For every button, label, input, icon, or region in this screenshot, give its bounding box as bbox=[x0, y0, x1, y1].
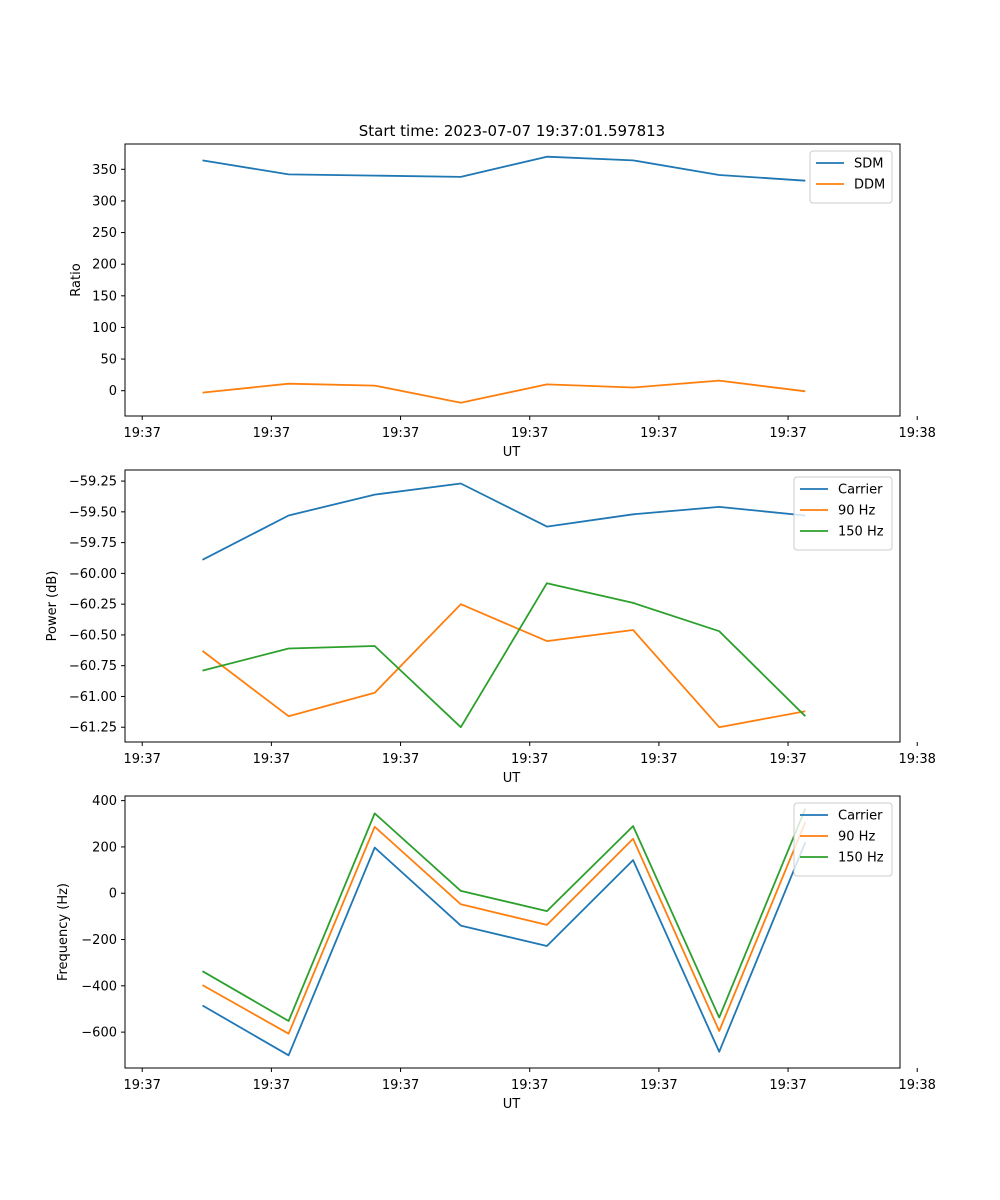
y-tick-label: 250 bbox=[92, 226, 117, 241]
legend-label: Carrier bbox=[838, 809, 883, 824]
x-tick-label: 19:37 bbox=[382, 426, 419, 441]
y-tick-label: 150 bbox=[92, 289, 117, 304]
chart-panel-1: 19:37 19:37 19:37 19:37 19:37 19:37 19:38 0 50 10… bbox=[69, 143, 936, 460]
legend-label: DDM bbox=[854, 178, 885, 193]
y-axis-label: Frequency (Hz) bbox=[56, 883, 71, 981]
axes-frame bbox=[124, 469, 901, 743]
series-line-carrier bbox=[202, 482, 806, 561]
figure-title: Start time: 2023-07-07 19:37:01.597813 bbox=[359, 122, 665, 140]
axes-frame bbox=[124, 143, 901, 417]
x-tick-label: 19:38 bbox=[898, 752, 935, 767]
legend: SDM DDM bbox=[809, 150, 893, 204]
x-axis-label: UT bbox=[503, 771, 521, 786]
y-tick-label: −400 bbox=[81, 979, 117, 994]
axes-frame bbox=[124, 795, 901, 1069]
series-line-90-hz bbox=[202, 821, 807, 1035]
legend-label: SDM bbox=[854, 157, 883, 172]
legend: Carrier 90 Hz 150 Hz bbox=[793, 476, 893, 551]
y-tick-label: −61.25 bbox=[69, 721, 117, 736]
x-tick-label: 19:37 bbox=[769, 1078, 806, 1093]
legend: Carrier 90 Hz 150 Hz bbox=[793, 802, 893, 877]
y-tick-label: −200 bbox=[81, 933, 117, 948]
x-tick-label: 19:37 bbox=[640, 426, 677, 441]
x-tick-label: 19:37 bbox=[640, 752, 677, 767]
legend-label: 150 Hz bbox=[838, 525, 884, 540]
legend-label: 150 Hz bbox=[838, 851, 884, 866]
y-tick-label: 300 bbox=[92, 194, 117, 209]
y-tick-label: −59.75 bbox=[69, 536, 117, 551]
y-tick-label: 0 bbox=[109, 887, 117, 902]
series-line-ddm bbox=[202, 379, 806, 404]
series-line-carrier bbox=[202, 841, 807, 1057]
x-tick-label: 19:37 bbox=[123, 1078, 160, 1093]
y-tick-label: 50 bbox=[100, 353, 117, 368]
legend-label: 90 Hz bbox=[838, 830, 875, 845]
x-tick-label: 19:37 bbox=[769, 426, 806, 441]
y-tick-label: 350 bbox=[92, 163, 117, 178]
y-tick-label: −59.25 bbox=[69, 475, 117, 490]
x-tick-label: 19:37 bbox=[511, 752, 548, 767]
y-tick-label: 0 bbox=[109, 384, 117, 399]
x-tick-label: 19:38 bbox=[898, 426, 935, 441]
chart-panel-3: 19:37 19:37 19:37 19:37 19:37 19:37 19:38 −600 −… bbox=[56, 794, 936, 1112]
y-tick-label: −600 bbox=[81, 1026, 117, 1041]
y-axis-label: Power (dB) bbox=[45, 571, 60, 642]
x-tick-label: 19:37 bbox=[769, 752, 806, 767]
x-tick-label: 19:37 bbox=[123, 752, 160, 767]
y-tick-label: −60.00 bbox=[69, 567, 117, 582]
x-tick-label: 19:38 bbox=[898, 1078, 935, 1093]
x-tick-label: 19:37 bbox=[253, 752, 290, 767]
y-tick-label: −61.00 bbox=[69, 690, 117, 705]
x-tick-label: 19:37 bbox=[511, 1078, 548, 1093]
series-line-150-hz bbox=[202, 582, 806, 729]
panels: 19:37 19:37 19:37 19:37 19:37 19:37 19:38 0 50 10… bbox=[45, 143, 936, 1112]
x-tick-label: 19:37 bbox=[382, 752, 419, 767]
x-tick-label: 19:37 bbox=[253, 1078, 290, 1093]
legend-label: 90 Hz bbox=[838, 504, 875, 519]
y-tick-label: 200 bbox=[92, 258, 117, 273]
legend-label: Carrier bbox=[838, 483, 883, 498]
y-axis-label: Ratio bbox=[69, 263, 84, 296]
legend-box bbox=[809, 150, 893, 204]
y-tick-label: 200 bbox=[92, 840, 117, 855]
series-line-sdm bbox=[202, 155, 806, 182]
y-tick-label: 100 bbox=[92, 321, 117, 336]
x-axis-label: UT bbox=[503, 1097, 521, 1112]
y-tick-label: −60.75 bbox=[69, 659, 117, 674]
series-line-150-hz bbox=[202, 808, 807, 1022]
x-tick-label: 19:37 bbox=[382, 1078, 419, 1093]
series-line-90-hz bbox=[201, 603, 806, 729]
y-tick-label: 400 bbox=[92, 794, 117, 809]
y-tick-label: −59.50 bbox=[69, 505, 117, 520]
y-tick-label: −60.25 bbox=[69, 598, 117, 613]
x-tick-label: 19:37 bbox=[253, 426, 290, 441]
x-tick-label: 19:37 bbox=[511, 426, 548, 441]
x-axis-label: UT bbox=[503, 445, 521, 460]
chart-panel-2: 19:37 19:37 19:37 19:37 19:37 19:37 19:38 −61.2… bbox=[45, 469, 936, 786]
x-tick-label: 19:37 bbox=[640, 1078, 677, 1093]
y-tick-label: −60.50 bbox=[69, 628, 117, 643]
x-tick-label: 19:37 bbox=[123, 426, 160, 441]
